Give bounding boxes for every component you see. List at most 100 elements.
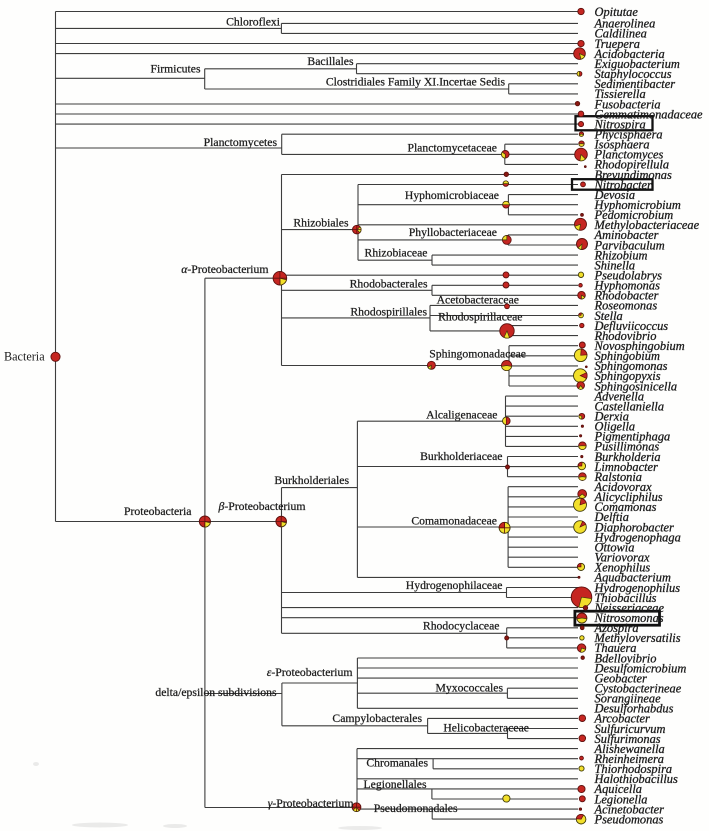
svg-text:Neisseriaceae: Neisseriaceae xyxy=(594,601,665,615)
svg-text:Planctomyces: Planctomyces xyxy=(594,148,664,162)
svg-text:Legionella: Legionella xyxy=(594,792,648,806)
svg-text:Rhodovibrio: Rhodovibrio xyxy=(594,329,657,343)
svg-text:Proteobacteria: Proteobacteria xyxy=(124,505,192,518)
svg-text:Clostridiales Family XI.Incert: Clostridiales Family XI.Incertae Sedis xyxy=(326,76,506,89)
svg-text:Alishewanella: Alishewanella xyxy=(594,742,665,756)
svg-text:Alcaligenaceae: Alcaligenaceae xyxy=(426,409,497,422)
svg-text:Pigmentiphaga: Pigmentiphaga xyxy=(594,430,671,444)
svg-text:Hydrogenophilaceae: Hydrogenophilaceae xyxy=(406,579,503,592)
svg-text:Helicobacteraceae: Helicobacteraceae xyxy=(443,722,529,735)
svg-text:Advenella: Advenella xyxy=(594,389,645,403)
svg-text:Hyphomicrobiaceae: Hyphomicrobiaceae xyxy=(405,189,499,202)
svg-text:Hydrogenophilus: Hydrogenophilus xyxy=(594,581,681,595)
svg-text:Burkholderiales: Burkholderiales xyxy=(274,474,349,487)
svg-text:Anaerolinea: Anaerolinea xyxy=(594,17,656,31)
svg-text:β-Proteobacterium: β-Proteobacterium xyxy=(218,500,306,513)
svg-text:Rhizobiales: Rhizobiales xyxy=(293,217,349,230)
svg-text:Halothiobacillus: Halothiobacillus xyxy=(594,772,678,786)
svg-text:Rhodobacterales: Rhodobacterales xyxy=(350,278,428,291)
svg-text:Aquabacterium: Aquabacterium xyxy=(594,571,671,585)
svg-text:Bacteria: Bacteria xyxy=(4,350,45,364)
svg-text:Gemmatimonadaceae: Gemmatimonadaceae xyxy=(595,107,704,121)
svg-text:Pseudolabrys: Pseudolabrys xyxy=(594,269,663,283)
svg-text:Rhodopirellula: Rhodopirellula xyxy=(594,158,670,172)
svg-text:Burkholderia: Burkholderia xyxy=(595,450,661,464)
svg-text:Cystobacterineae: Cystobacterineae xyxy=(595,682,682,696)
svg-text:Sphingomonas: Sphingomonas xyxy=(595,359,668,373)
svg-text:Derxia: Derxia xyxy=(594,410,629,424)
svg-text:Arcobacter: Arcobacter xyxy=(594,712,650,726)
svg-text:Comamonas: Comamonas xyxy=(595,500,657,514)
svg-text:Novosphingobium: Novosphingobium xyxy=(594,339,685,353)
svg-text:Rhizobiaceae: Rhizobiaceae xyxy=(365,247,428,260)
svg-text:Oligella: Oligella xyxy=(595,420,636,434)
svg-text:Parvibaculum: Parvibaculum xyxy=(594,238,665,252)
svg-text:Ottowia: Ottowia xyxy=(595,541,635,555)
svg-text:Thiorhodospira: Thiorhodospira xyxy=(595,762,673,776)
svg-text:Isosphaera: Isosphaera xyxy=(594,138,650,152)
svg-text:Comamonadaceae: Comamonadaceae xyxy=(411,515,497,528)
svg-text:Methylobacteriaceae: Methylobacteriaceae xyxy=(594,218,700,232)
svg-text:Tissierella: Tissierella xyxy=(595,87,646,101)
svg-text:Aminobacter: Aminobacter xyxy=(594,228,659,242)
svg-text:Aquicella: Aquicella xyxy=(594,782,642,796)
svg-text:Azospira: Azospira xyxy=(594,621,639,635)
svg-text:Stella: Stella xyxy=(595,309,623,323)
svg-text:Limnobacter: Limnobacter xyxy=(594,460,659,474)
svg-text:Shinella: Shinella xyxy=(595,258,636,272)
svg-text:Phycisphaera: Phycisphaera xyxy=(594,128,663,142)
svg-text:Defluviicoccus: Defluviicoccus xyxy=(594,319,669,333)
svg-text:Campylobacterales: Campylobacterales xyxy=(332,712,422,725)
svg-text:Sphingomonadaceae: Sphingomonadaceae xyxy=(429,348,526,361)
svg-text:Acidobacteria: Acidobacteria xyxy=(594,47,665,61)
svg-text:Alicycliphilus: Alicycliphilus xyxy=(594,490,663,504)
svg-text:α-Proteobacterium: α-Proteobacterium xyxy=(181,263,268,276)
svg-text:Hyphomonas: Hyphomonas xyxy=(594,279,661,293)
svg-text:Pusillimonas: Pusillimonas xyxy=(594,440,660,454)
svg-text:Desulforhabdus: Desulforhabdus xyxy=(594,702,674,716)
svg-text:Castellaniella: Castellaniella xyxy=(595,399,665,413)
svg-text:Acetobacteraceae: Acetobacteraceae xyxy=(437,294,519,307)
svg-text:Brevundimonas: Brevundimonas xyxy=(595,168,672,182)
svg-text:Legionellales: Legionellales xyxy=(364,778,427,791)
svg-text:Chloroflexi: Chloroflexi xyxy=(226,16,281,29)
svg-text:Nitrobacter: Nitrobacter xyxy=(594,178,653,192)
svg-text:Geobacter: Geobacter xyxy=(595,671,647,685)
svg-text:Nitrospira: Nitrospira xyxy=(594,117,646,131)
svg-text:Phyllobacteriaceae: Phyllobacteriaceae xyxy=(409,226,497,239)
svg-text:Sphingobium: Sphingobium xyxy=(595,349,660,363)
svg-text:Pedomicrobium: Pedomicrobium xyxy=(594,208,674,222)
svg-text:Xenophilus: Xenophilus xyxy=(594,561,651,575)
svg-text:Hyphomicrobium: Hyphomicrobium xyxy=(594,198,681,212)
svg-text:Variovorax: Variovorax xyxy=(595,551,651,565)
svg-text:Methyloversatilis: Methyloversatilis xyxy=(594,631,681,645)
svg-text:Burkholderiaceae: Burkholderiaceae xyxy=(420,450,502,463)
svg-text:ε-Proteobacterium: ε-Proteobacterium xyxy=(267,666,353,679)
svg-text:Bacillales: Bacillales xyxy=(307,55,354,68)
svg-text:Thauera: Thauera xyxy=(595,641,637,655)
svg-text:delta/epsilon subdivisions: delta/epsilon subdivisions xyxy=(155,686,277,699)
svg-text:Rhodospirillales: Rhodospirillales xyxy=(350,306,427,319)
svg-text:Planctomycetaceae: Planctomycetaceae xyxy=(407,142,497,155)
svg-text:Thiobacillus: Thiobacillus xyxy=(595,591,657,605)
svg-text:Exiguobacterium: Exiguobacterium xyxy=(594,57,680,71)
svg-text:Sphingosinicella: Sphingosinicella xyxy=(595,379,678,393)
svg-text:Caldilinea: Caldilinea xyxy=(595,27,647,41)
svg-text:Rhodobacter: Rhodobacter xyxy=(594,289,659,303)
svg-text:Sphingopyxis: Sphingopyxis xyxy=(595,369,661,383)
svg-text:Myxococcales: Myxococcales xyxy=(436,682,504,695)
svg-text:Pseudomonadales: Pseudomonadales xyxy=(374,802,458,815)
svg-text:Staphylococcus: Staphylococcus xyxy=(595,67,672,81)
svg-text:Nitrosomonas: Nitrosomonas xyxy=(594,611,664,625)
svg-text:Sulfurimonas: Sulfurimonas xyxy=(595,732,661,746)
svg-text:Hydrogenophaga: Hydrogenophaga xyxy=(594,530,681,544)
svg-text:Chromanales: Chromanales xyxy=(366,757,428,770)
svg-text:Rhodocyclaceae: Rhodocyclaceae xyxy=(423,620,500,633)
svg-text:Delftia: Delftia xyxy=(594,510,629,524)
svg-text:Sulfuricurvum: Sulfuricurvum xyxy=(595,722,666,736)
svg-text:Acidovorax: Acidovorax xyxy=(594,480,653,494)
svg-text:Acinetobacter: Acinetobacter xyxy=(594,802,665,816)
svg-text:γ-Proteobacterium: γ-Proteobacterium xyxy=(268,797,354,810)
svg-text:Fusobacteria: Fusobacteria xyxy=(594,97,661,111)
svg-text:Rhodospirillaceae: Rhodospirillaceae xyxy=(438,311,522,324)
